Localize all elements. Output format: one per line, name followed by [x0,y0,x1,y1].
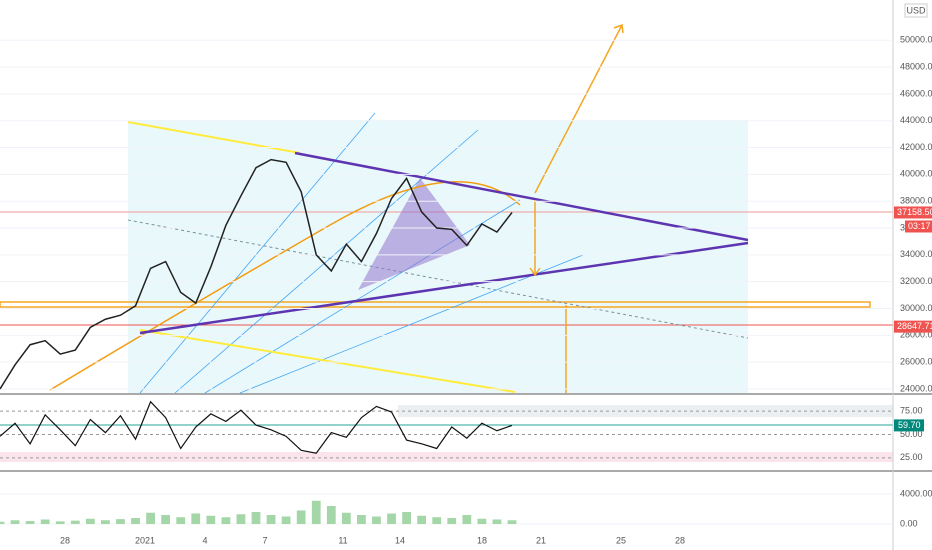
y-tick-label: 75.00 [900,405,923,415]
price-tag [894,206,932,219]
countdown-tag [905,220,932,233]
y-tick-label: 44000.00 [900,115,932,125]
volume-bar [70,520,80,524]
volume-bar [161,514,171,524]
x-tick-label: 18 [477,535,487,545]
y-tick-label: 4000.00 [900,488,932,498]
price-tag [894,320,932,333]
price-tag-label: 28647.71 [897,321,932,331]
volume-bar [206,515,216,524]
volume-bar [281,516,291,524]
volume-bar [176,517,186,524]
volume-bar [116,519,125,524]
y-tick-label: 40000.00 [900,169,932,179]
volume-bar [492,519,502,524]
volume-bar [507,520,517,524]
volume-bar [85,518,95,524]
y-tick-label: 34000.00 [900,249,932,259]
volume-bar [25,520,35,524]
y-tick-label: 50000.00 [900,35,932,45]
volume-bar [477,518,487,524]
volume-bar [311,500,321,524]
y-tick-label: 24000.00 [900,383,932,393]
currency: USD [906,5,926,15]
y-tick-label: 38000.00 [900,196,932,206]
volume-bar [55,521,65,524]
series-line [0,400,513,454]
y-tick-label: 28000.00 [900,330,932,340]
currency-box [904,3,928,18]
y-tick-label: 48000.00 [900,61,932,71]
volume-bar [131,517,140,524]
price-tag-label: 37158.50 [897,207,932,217]
rsi-band [398,405,893,417]
moving-average [49,181,521,391]
volume-bar [417,515,427,524]
y-tick-label: 32000.00 [900,276,932,286]
x-tick-label: 28 [675,535,685,545]
x-tick-label: 4 [202,535,207,545]
volume-bar [221,517,231,524]
volume-bar [251,511,261,524]
x-tick-label: 7 [262,535,267,545]
volume-bar [357,514,366,524]
rsi-tag-label: 59.70 [898,420,921,430]
volume-bar [40,519,50,524]
rsi-tag [894,419,924,432]
volume-bar [191,513,201,524]
x-tick-label: 14 [395,535,405,545]
volume-bar [101,520,110,524]
x-tick-label: 21 [536,535,546,545]
volume-bar [341,512,351,524]
volume-bar [432,517,442,524]
volume-bar [402,511,411,524]
support-band [0,301,871,308]
arrows [529,23,624,393]
triangle-upper [294,151,749,242]
series-line [0,158,513,390]
y-tick-label: 26000.00 [900,357,932,367]
volume-bar [10,520,20,524]
volume-bar [296,510,306,524]
volume-bar [266,514,276,524]
y-tick-label: 30000.00 [900,303,932,313]
pattern [358,178,470,290]
volume-bar [146,512,155,524]
volume-bar [236,514,246,524]
y-tick-label: 25.00 [900,452,923,462]
x-tick-label: 25 [616,535,626,545]
volume-bar [387,513,396,524]
x-tick-label: 28 [60,535,70,545]
volume-bar [0,521,5,524]
y-tick-label: 46000.00 [900,88,932,98]
volume-bar [447,517,457,524]
volume-bar [462,514,472,524]
y-tick-label: 42000.00 [900,142,932,152]
y-tick-label: 0.00 [900,518,918,528]
y-tick-label: 50.00 [900,429,923,439]
x-tick-label: 11 [338,535,347,545]
rsi-band [0,452,893,462]
x-tick-label: 2021 [135,535,155,545]
channel-line [139,329,516,393]
countdown: 03:17 [908,221,931,231]
volume-bar [372,516,381,524]
triangle-lower [139,241,749,335]
volume-bar [326,505,336,524]
